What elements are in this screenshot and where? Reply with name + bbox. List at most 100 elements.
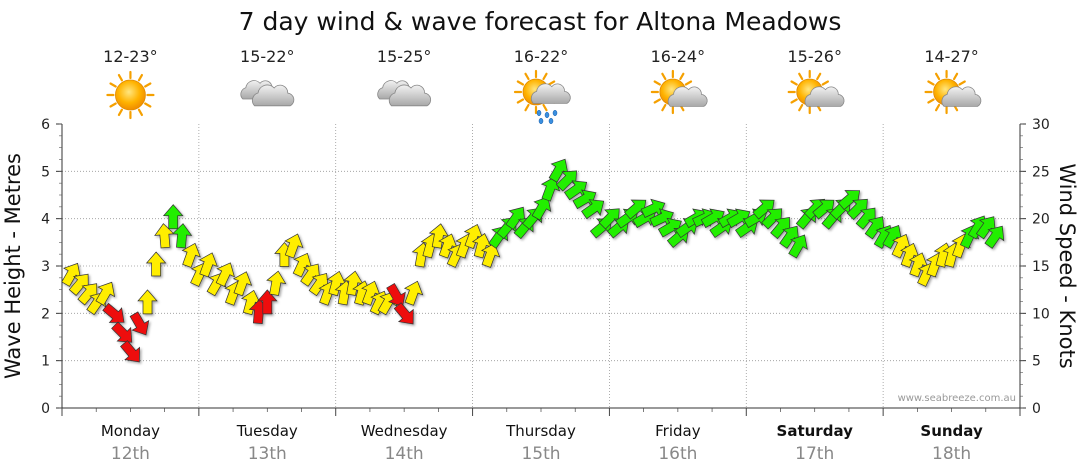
wind-arrow	[761, 208, 783, 230]
temp-range: 16-22°	[514, 47, 569, 66]
wind-arrow	[855, 207, 876, 230]
wind-arrow	[386, 283, 406, 307]
y-right-tick-label: 25	[1032, 164, 1050, 180]
cloud-icon	[377, 80, 432, 107]
wind-arrow	[463, 223, 484, 249]
wind-arrow	[984, 225, 1005, 249]
wind-arrow	[326, 270, 347, 297]
y-right-tick-label: 10	[1032, 306, 1050, 322]
sun-cloud-icon	[924, 69, 982, 115]
y-axis-right-label: Wind Speed - Knots	[1055, 163, 1079, 368]
wind-arrow	[837, 190, 861, 211]
temp-range: 15-22°	[240, 47, 295, 66]
wind-arrow	[162, 204, 184, 230]
wind-arrow	[137, 289, 158, 315]
wind-arrow	[505, 206, 526, 230]
y-left-tick-label: 1	[41, 354, 50, 370]
temp-range: 15-26°	[787, 47, 842, 66]
temp-range: 12-23°	[103, 47, 158, 66]
wind-arrows	[61, 158, 1005, 363]
wind-arrow	[900, 242, 920, 268]
wind-arrow	[891, 233, 911, 259]
temp-range: 15-25°	[377, 47, 432, 66]
wind-arrow	[308, 272, 329, 297]
y-left-tick-label: 5	[41, 164, 50, 180]
wind-arrow	[361, 280, 381, 306]
temp-range: 16-24°	[651, 47, 706, 66]
wind-arrow	[300, 263, 321, 287]
sun-cloud-rain-icon	[513, 69, 571, 125]
day-name: Monday	[101, 422, 160, 440]
cloud-icon	[240, 80, 295, 107]
wind-arrow	[95, 281, 116, 306]
wind-arrow	[882, 225, 902, 249]
wind-arrow	[975, 216, 996, 240]
y-right-tick-label: 15	[1032, 259, 1050, 275]
wind-arrow	[480, 242, 501, 268]
wind-arrow	[770, 216, 791, 240]
wind-arrow	[598, 208, 620, 230]
wind-arrow	[181, 242, 201, 268]
y-left-tick-label: 4	[41, 212, 50, 228]
wind-arrow	[864, 216, 885, 240]
wind-arrow	[61, 262, 81, 287]
wind-arrow	[343, 270, 364, 296]
wind-arrow	[531, 196, 552, 221]
wind-arrow	[68, 273, 89, 296]
day-date: 14th	[385, 444, 424, 464]
wind-arrow	[292, 252, 312, 278]
wind-arrow	[215, 262, 235, 287]
wind-arrow	[393, 302, 414, 325]
wind-arrow	[428, 223, 449, 249]
temp-range: 14-27°	[924, 47, 979, 66]
y-right-tick-label: 30	[1032, 117, 1050, 133]
day-headers: 12-23° Monday 12th 15-22° Tuesday 13th 15-25° W…	[101, 47, 983, 464]
wind-arrow	[240, 289, 261, 316]
y-left-tick-label: 3	[41, 259, 50, 275]
y-left-tick-label: 6	[41, 117, 50, 133]
wind-arrow	[908, 252, 928, 278]
wind-arrow	[548, 158, 569, 183]
sun-cloud-icon	[787, 69, 845, 115]
wind-arrow	[198, 252, 218, 278]
y-right-tick-label: 0	[1032, 401, 1041, 417]
day-date: 17th	[795, 444, 834, 464]
day-name: Saturday	[777, 422, 854, 440]
wind-arrow	[145, 251, 167, 277]
wind-arrow	[257, 289, 278, 315]
y-left-tick-label: 2	[41, 306, 50, 322]
wind-arrow	[563, 180, 588, 201]
day-date: 13th	[248, 444, 287, 464]
wind-arrow	[284, 233, 304, 259]
day-name: Sunday	[920, 422, 983, 440]
wind-arrow	[752, 199, 775, 220]
wind-arrow	[77, 283, 98, 306]
wind-arrow	[555, 170, 577, 192]
day-name: Friday	[655, 422, 701, 440]
day-date: 18th	[932, 444, 971, 464]
wind-arrow	[572, 189, 597, 210]
y-right-tick-label: 5	[1032, 354, 1041, 370]
grid	[62, 124, 1020, 408]
wind-arrow	[111, 321, 133, 343]
day-name: Wednesday	[361, 422, 448, 440]
chart-title: 7 day wind & wave forecast for Altona Me…	[239, 7, 842, 36]
day-name: Thursday	[505, 422, 576, 440]
y-left-tick-label: 0	[41, 401, 50, 417]
sun-icon	[106, 70, 155, 120]
day-date: 15th	[521, 444, 560, 464]
day-date: 16th	[658, 444, 697, 464]
wind-arrow	[129, 311, 150, 336]
wind-arrow	[846, 198, 868, 220]
wind-arrow	[788, 234, 808, 259]
credit-text: www.seabreeze.com.au	[898, 393, 1016, 404]
y-right-tick-label: 20	[1032, 212, 1050, 228]
day-name: Tuesday	[236, 422, 298, 440]
wind-arrow	[812, 199, 835, 220]
wind-arrow	[581, 199, 605, 220]
wind-arrow	[232, 271, 253, 297]
wind-arrow	[120, 340, 140, 363]
sun-cloud-icon	[650, 69, 708, 115]
